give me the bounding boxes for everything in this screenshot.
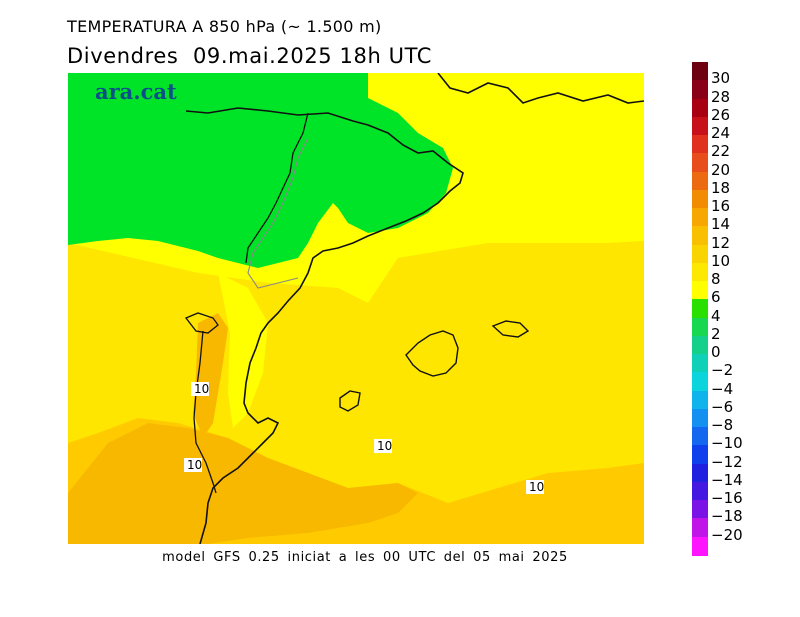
color-scale-label: 2: [711, 324, 721, 343]
color-scale-label: −20: [711, 525, 743, 544]
color-scale-segment: [692, 500, 708, 520]
color-scale-label: 20: [711, 160, 731, 179]
color-scale-segment: [692, 226, 708, 246]
contour-label-4: 10: [526, 480, 544, 494]
color-scale-segment: [692, 354, 708, 373]
menorca-coast: [491, 320, 530, 338]
color-scale-label: 22: [711, 142, 731, 161]
color-scale-label: −16: [711, 489, 743, 508]
color-scale-segment: [692, 135, 708, 154]
color-scale-label: 26: [711, 105, 731, 124]
color-scale-label: 30: [711, 69, 731, 88]
chart-subtitle: Divendres 09.mai.2025 18h UTC: [67, 44, 433, 68]
color-scale-segment: [692, 390, 708, 410]
color-scale-segment: [692, 463, 708, 483]
field-dark-orange-south: [68, 423, 418, 544]
color-scale-label: −8: [711, 416, 734, 435]
svg-text:10: 10: [194, 382, 209, 396]
color-scale-segment: [692, 189, 708, 209]
svg-text:10: 10: [529, 480, 544, 494]
color-scale-label: 6: [711, 288, 721, 307]
color-scale-segment: [692, 281, 708, 300]
color-scale-label: 14: [711, 215, 731, 234]
color-scale-segment: [692, 445, 708, 465]
color-scale-segment: [692, 244, 708, 264]
contour-label-2: 10: [184, 458, 202, 472]
color-scale-label: 10: [711, 251, 731, 270]
color-scale-segment: [692, 372, 708, 392]
color-scale-label: 4: [711, 306, 721, 325]
border-andorra: [247, 137, 309, 289]
color-scale-segment: [692, 80, 708, 100]
brand-logo: ara.cat: [95, 79, 177, 104]
mallorca-coast: [405, 330, 459, 377]
color-scale-segment: [692, 536, 708, 556]
color-scale-segment: [692, 427, 708, 447]
inland-border: [184, 312, 219, 494]
color-scale-label: −10: [711, 434, 743, 453]
temperature-map: 10 10 10 10 ara.cat: [68, 73, 644, 544]
color-scale-segment: [692, 335, 708, 355]
color-scale-label: −6: [711, 397, 734, 416]
color-scale-label: 16: [711, 197, 731, 216]
color-scale-bar: [692, 62, 708, 556]
field-yellow-lobe: [218, 273, 268, 428]
color-scale-segment: [692, 408, 708, 428]
color-scale-segment: [692, 262, 708, 282]
color-scale-label: 28: [711, 87, 731, 106]
color-scale-label: −18: [711, 507, 743, 526]
color-scale-segment: [692, 317, 708, 337]
color-scale-segment: [692, 208, 708, 227]
color-scale-label: 0: [711, 343, 721, 362]
coastline: [185, 73, 644, 544]
border-france-spain: [245, 112, 309, 264]
map-canvas: 10 10 10 10 ara.cat: [68, 73, 644, 544]
color-scale-label: 18: [711, 178, 731, 197]
ibiza-coast: [339, 390, 361, 412]
contour-label-1: 10: [191, 382, 209, 396]
color-scale-label: −2: [711, 361, 734, 380]
color-scale-segment: [692, 153, 708, 173]
chart-title: TEMPERATURA A 850 hPa (~ 1.500 m): [67, 17, 382, 36]
color-scale-segment: [692, 518, 708, 538]
contour-label-3: 10: [374, 439, 392, 453]
color-scale-label: 8: [711, 270, 721, 289]
color-scale-segment: [692, 171, 708, 191]
model-info: model GFS 0.25 iniciat a les 00 UTC del …: [162, 550, 568, 565]
color-scale-segment: [692, 62, 708, 81]
color-scale-label: −12: [711, 452, 743, 471]
color-scale-segment: [692, 481, 708, 501]
color-scale-label: 24: [711, 124, 731, 143]
svg-text:10: 10: [187, 458, 202, 472]
color-scale-label: 12: [711, 233, 731, 252]
color-scale-segment: [692, 98, 708, 118]
svg-text:10: 10: [377, 439, 392, 453]
color-scale-segment: [692, 299, 708, 319]
color-scale-label: −4: [711, 379, 734, 398]
color-scale-segment: [692, 116, 708, 136]
field-light-orange: [68, 241, 644, 503]
color-scale-label: −14: [711, 470, 743, 489]
